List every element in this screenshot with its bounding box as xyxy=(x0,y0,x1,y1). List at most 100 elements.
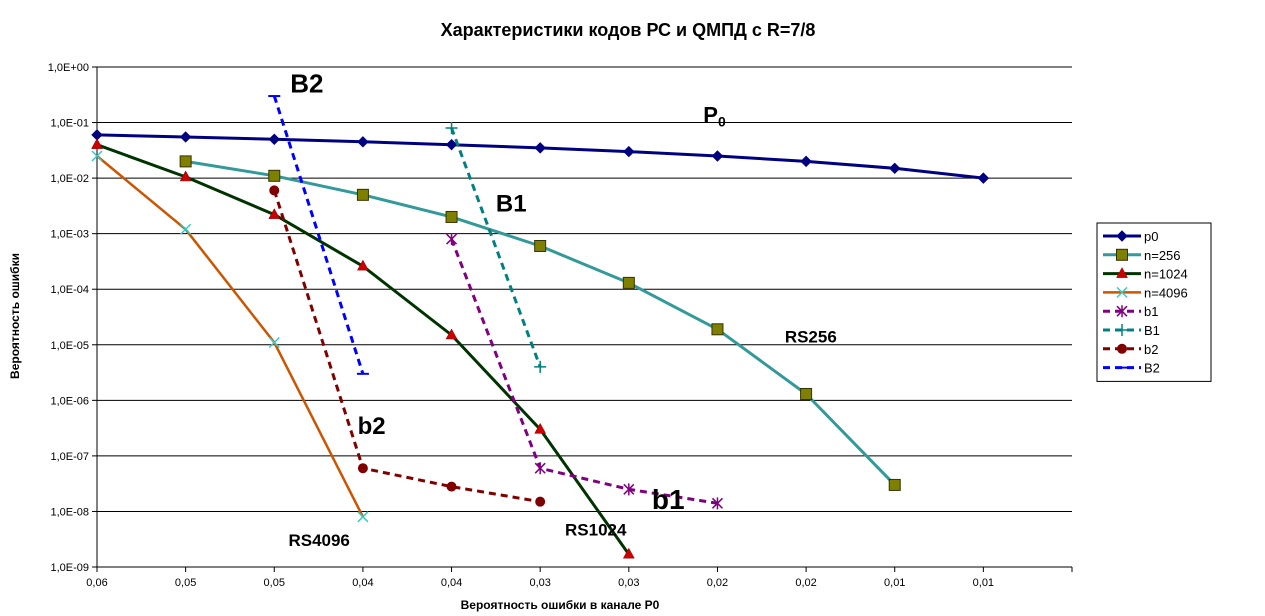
data-point xyxy=(534,142,546,154)
series-n-4096-3 xyxy=(91,150,369,523)
series-p0-0 xyxy=(91,129,990,184)
x-tick-label: 0,04 xyxy=(441,577,462,589)
x-tick-label: 0,03 xyxy=(529,577,550,589)
x-tick-label: 0,05 xyxy=(175,577,196,589)
y-axis-label: Вероятность ошибки xyxy=(8,253,22,379)
series-line xyxy=(272,189,541,504)
legend-swatch-marker xyxy=(1116,248,1128,261)
x-tick-label: 0,01 xyxy=(973,577,994,589)
series-line xyxy=(450,238,718,505)
legend-swatch-marker xyxy=(1116,286,1128,298)
legend-box xyxy=(1096,222,1212,382)
data-point xyxy=(357,511,369,523)
data-point xyxy=(534,422,547,434)
annotation-label: B2 xyxy=(290,68,323,98)
data-point xyxy=(889,162,901,175)
y-tick-label: 1,0E-04 xyxy=(50,284,89,296)
data-point xyxy=(800,155,812,168)
data-point xyxy=(268,208,281,219)
data-point xyxy=(269,185,280,196)
series-b2-6 xyxy=(269,185,546,507)
y-tick-label: 1,0E-09 xyxy=(50,562,89,574)
chart-title: Характеристики кодов РС и QMПД с R=7/8 xyxy=(441,20,816,40)
legend-swatch-marker xyxy=(1116,230,1128,242)
legend-swatch-marker xyxy=(1116,305,1128,318)
y-tick-label: 1,0E-03 xyxy=(50,229,89,241)
x-tick-label: 0,05 xyxy=(264,577,285,589)
data-point xyxy=(91,138,103,149)
x-tick-label: 0,01 xyxy=(884,577,905,589)
x-tick-label: 0,06 xyxy=(86,577,107,589)
data-point xyxy=(800,388,813,401)
legend-entry-label: p0 xyxy=(1144,229,1158,244)
data-point xyxy=(977,172,990,184)
data-point xyxy=(356,188,369,201)
data-point xyxy=(268,133,280,145)
data-point xyxy=(179,170,192,182)
data-point xyxy=(445,210,458,223)
legend-entry-label: b1 xyxy=(1144,304,1158,319)
legend-entry-label: B2 xyxy=(1144,361,1160,376)
y-tick-label: 1,0E-01 xyxy=(50,118,89,130)
data-point xyxy=(534,462,546,475)
series-b1-4 xyxy=(446,233,723,510)
data-point xyxy=(356,259,369,271)
series-n-1024-2 xyxy=(91,138,635,559)
y-tick-label: 1,0E-05 xyxy=(50,340,89,352)
annotation-label: RS4096 xyxy=(288,531,349,550)
data-point xyxy=(91,150,103,162)
data-point xyxy=(357,136,369,148)
series-n-256-1 xyxy=(179,155,901,491)
legend-swatch-marker xyxy=(1116,267,1128,278)
y-tick-label: 1,0E-07 xyxy=(50,451,89,463)
series-b2-7 xyxy=(268,95,369,375)
data-point xyxy=(711,150,724,162)
annotation-label: b1 xyxy=(652,484,685,515)
data-point xyxy=(711,323,724,336)
data-point xyxy=(622,276,635,289)
annotation-label: RS1024 xyxy=(565,520,627,539)
tick-labels: 1,0E+00 1,0E-01 1,0E-02 1,0E-03 1,0E-04 1,0E-… xyxy=(48,62,994,589)
data-point xyxy=(623,145,635,158)
x-axis-label: Вероятность ошибки в канале P0 xyxy=(461,598,660,612)
x-tick-label: 0,02 xyxy=(707,577,728,589)
data-point xyxy=(445,138,458,151)
legend: p0 n=256 n=1024 n=4096 b1 B1 b2 B2 xyxy=(1096,222,1212,382)
data-point xyxy=(534,239,547,252)
y-tick-label: 1,0E-08 xyxy=(50,506,89,518)
legend-entry-label: n=1024 xyxy=(1144,267,1188,282)
x-tick-label: 0,03 xyxy=(618,577,639,589)
legend-swatch-marker xyxy=(1117,343,1127,354)
series-b1-5 xyxy=(445,121,547,373)
series-group xyxy=(91,95,990,559)
data-point xyxy=(534,360,547,373)
series-line xyxy=(450,127,542,368)
data-point xyxy=(446,481,457,492)
data-point xyxy=(711,497,723,510)
annotation-label: RS256 xyxy=(785,327,837,346)
data-point xyxy=(888,478,901,491)
data-point xyxy=(622,547,635,559)
data-point xyxy=(268,169,281,182)
y-tick-label: 1,0E+00 xyxy=(48,62,89,74)
annotation-subscript: 0 xyxy=(718,114,726,130)
series-line xyxy=(272,95,365,375)
data-point xyxy=(445,328,458,340)
legend-entry-label: B1 xyxy=(1144,323,1160,338)
data-point xyxy=(357,463,368,474)
legend-entry-label: b2 xyxy=(1144,342,1158,357)
data-point xyxy=(180,223,192,235)
legend-entry-label: n=256 xyxy=(1144,248,1181,263)
legend-swatch-marker xyxy=(1116,324,1128,336)
y-tick-label: 1,0E-02 xyxy=(50,173,89,185)
data-point xyxy=(179,131,192,143)
data-point xyxy=(179,155,192,168)
data-point xyxy=(268,336,280,349)
y-tick-label: 1,0E-06 xyxy=(50,395,89,407)
data-point xyxy=(535,496,546,507)
axes xyxy=(96,67,1073,572)
data-point xyxy=(446,233,458,246)
